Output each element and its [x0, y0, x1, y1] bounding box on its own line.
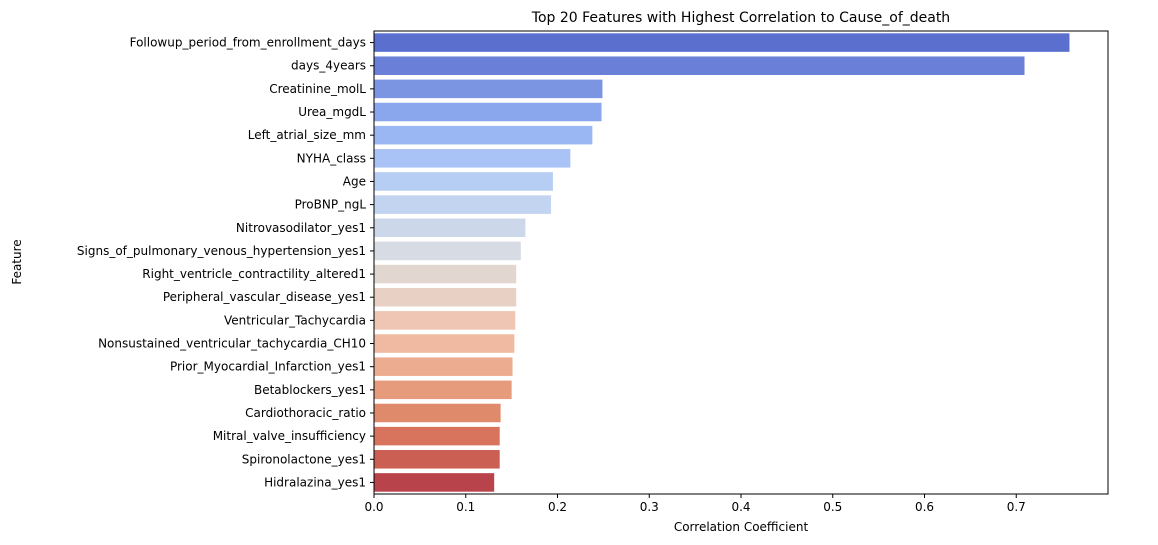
plot-frame — [373, 30, 1109, 495]
y-tick-label: ProBNP_ngL — [295, 198, 367, 212]
x-tick-label: 0.6 — [915, 500, 934, 514]
bar — [374, 218, 526, 238]
y-tick-label: Prior_Myocardial_Infarction_yes1 — [170, 360, 366, 374]
bar — [374, 311, 516, 330]
bars-group — [374, 33, 1070, 492]
x-tick-label: 0.0 — [364, 500, 383, 514]
bar — [374, 357, 513, 376]
x-tick-label: 0.4 — [731, 500, 750, 514]
bar — [374, 403, 501, 423]
y-tick-label: Mitral_valve_insufficiency — [213, 429, 366, 443]
x-tick-label: 0.2 — [548, 500, 567, 514]
bar — [374, 149, 571, 168]
y-tick-label: days_4years — [291, 59, 366, 73]
y-tick-label: Cardiothoracic_ratio — [245, 406, 366, 420]
y-tick-label: Betablockers_yes1 — [254, 383, 366, 397]
bar — [374, 56, 1025, 75]
x-axis-label: Correlation Coefficient — [674, 520, 809, 534]
bar — [374, 334, 515, 353]
bar — [374, 450, 500, 469]
bar — [374, 195, 552, 214]
y-tick-label: Urea_mgdL — [298, 105, 366, 119]
y-tick-label: NYHA_class — [297, 151, 366, 165]
bar — [374, 79, 603, 99]
y-tick-label: Hidralazina_yes1 — [264, 475, 366, 489]
x-ticks: 0.0 0.1 0.2 0.3 0.4 0.5 0.6 0.7 — [364, 494, 1026, 514]
y-tick-label: Age — [343, 174, 366, 188]
bar — [374, 426, 500, 446]
y-tick-label: Nonsustained_ventricular_tachycardia_CH1… — [98, 337, 366, 351]
bar — [374, 473, 495, 492]
y-tick-label: Spironolactone_yes1 — [242, 452, 366, 466]
bar — [374, 287, 517, 307]
bar — [374, 33, 1070, 52]
y-tick-label: Left_atrial_size_mm — [248, 128, 366, 142]
y-axis-label: Feature — [10, 239, 24, 284]
y-tick-label: Peripheral_vascular_disease_yes1 — [163, 290, 366, 304]
y-tick-label: Signs_of_pulmonary_venous_hypertension_y… — [77, 244, 366, 258]
bar — [374, 125, 593, 145]
x-tick-label: 0.3 — [640, 500, 659, 514]
x-tick-label: 0.5 — [823, 500, 842, 514]
bar — [374, 241, 521, 261]
bar — [374, 172, 553, 191]
bar — [374, 102, 602, 122]
y-tick-label: Right_ventricle_contractility_altered1 — [142, 267, 366, 281]
x-tick-label: 0.7 — [1007, 500, 1026, 514]
x-tick-label: 0.1 — [456, 500, 475, 514]
bar — [374, 380, 512, 400]
chart-title: Top 20 Features with Highest Correlation… — [531, 10, 950, 26]
y-tick-label: Creatinine_molL — [269, 82, 366, 96]
y-tick-labels: Followup_period_from_enrollment_daysdays… — [77, 36, 374, 489]
y-tick-label: Ventricular_Tachycardia — [224, 313, 366, 327]
bar — [374, 264, 517, 284]
y-tick-label: Followup_period_from_enrollment_days — [130, 36, 366, 50]
y-tick-label: Nitrovasodilator_yes1 — [236, 221, 366, 235]
